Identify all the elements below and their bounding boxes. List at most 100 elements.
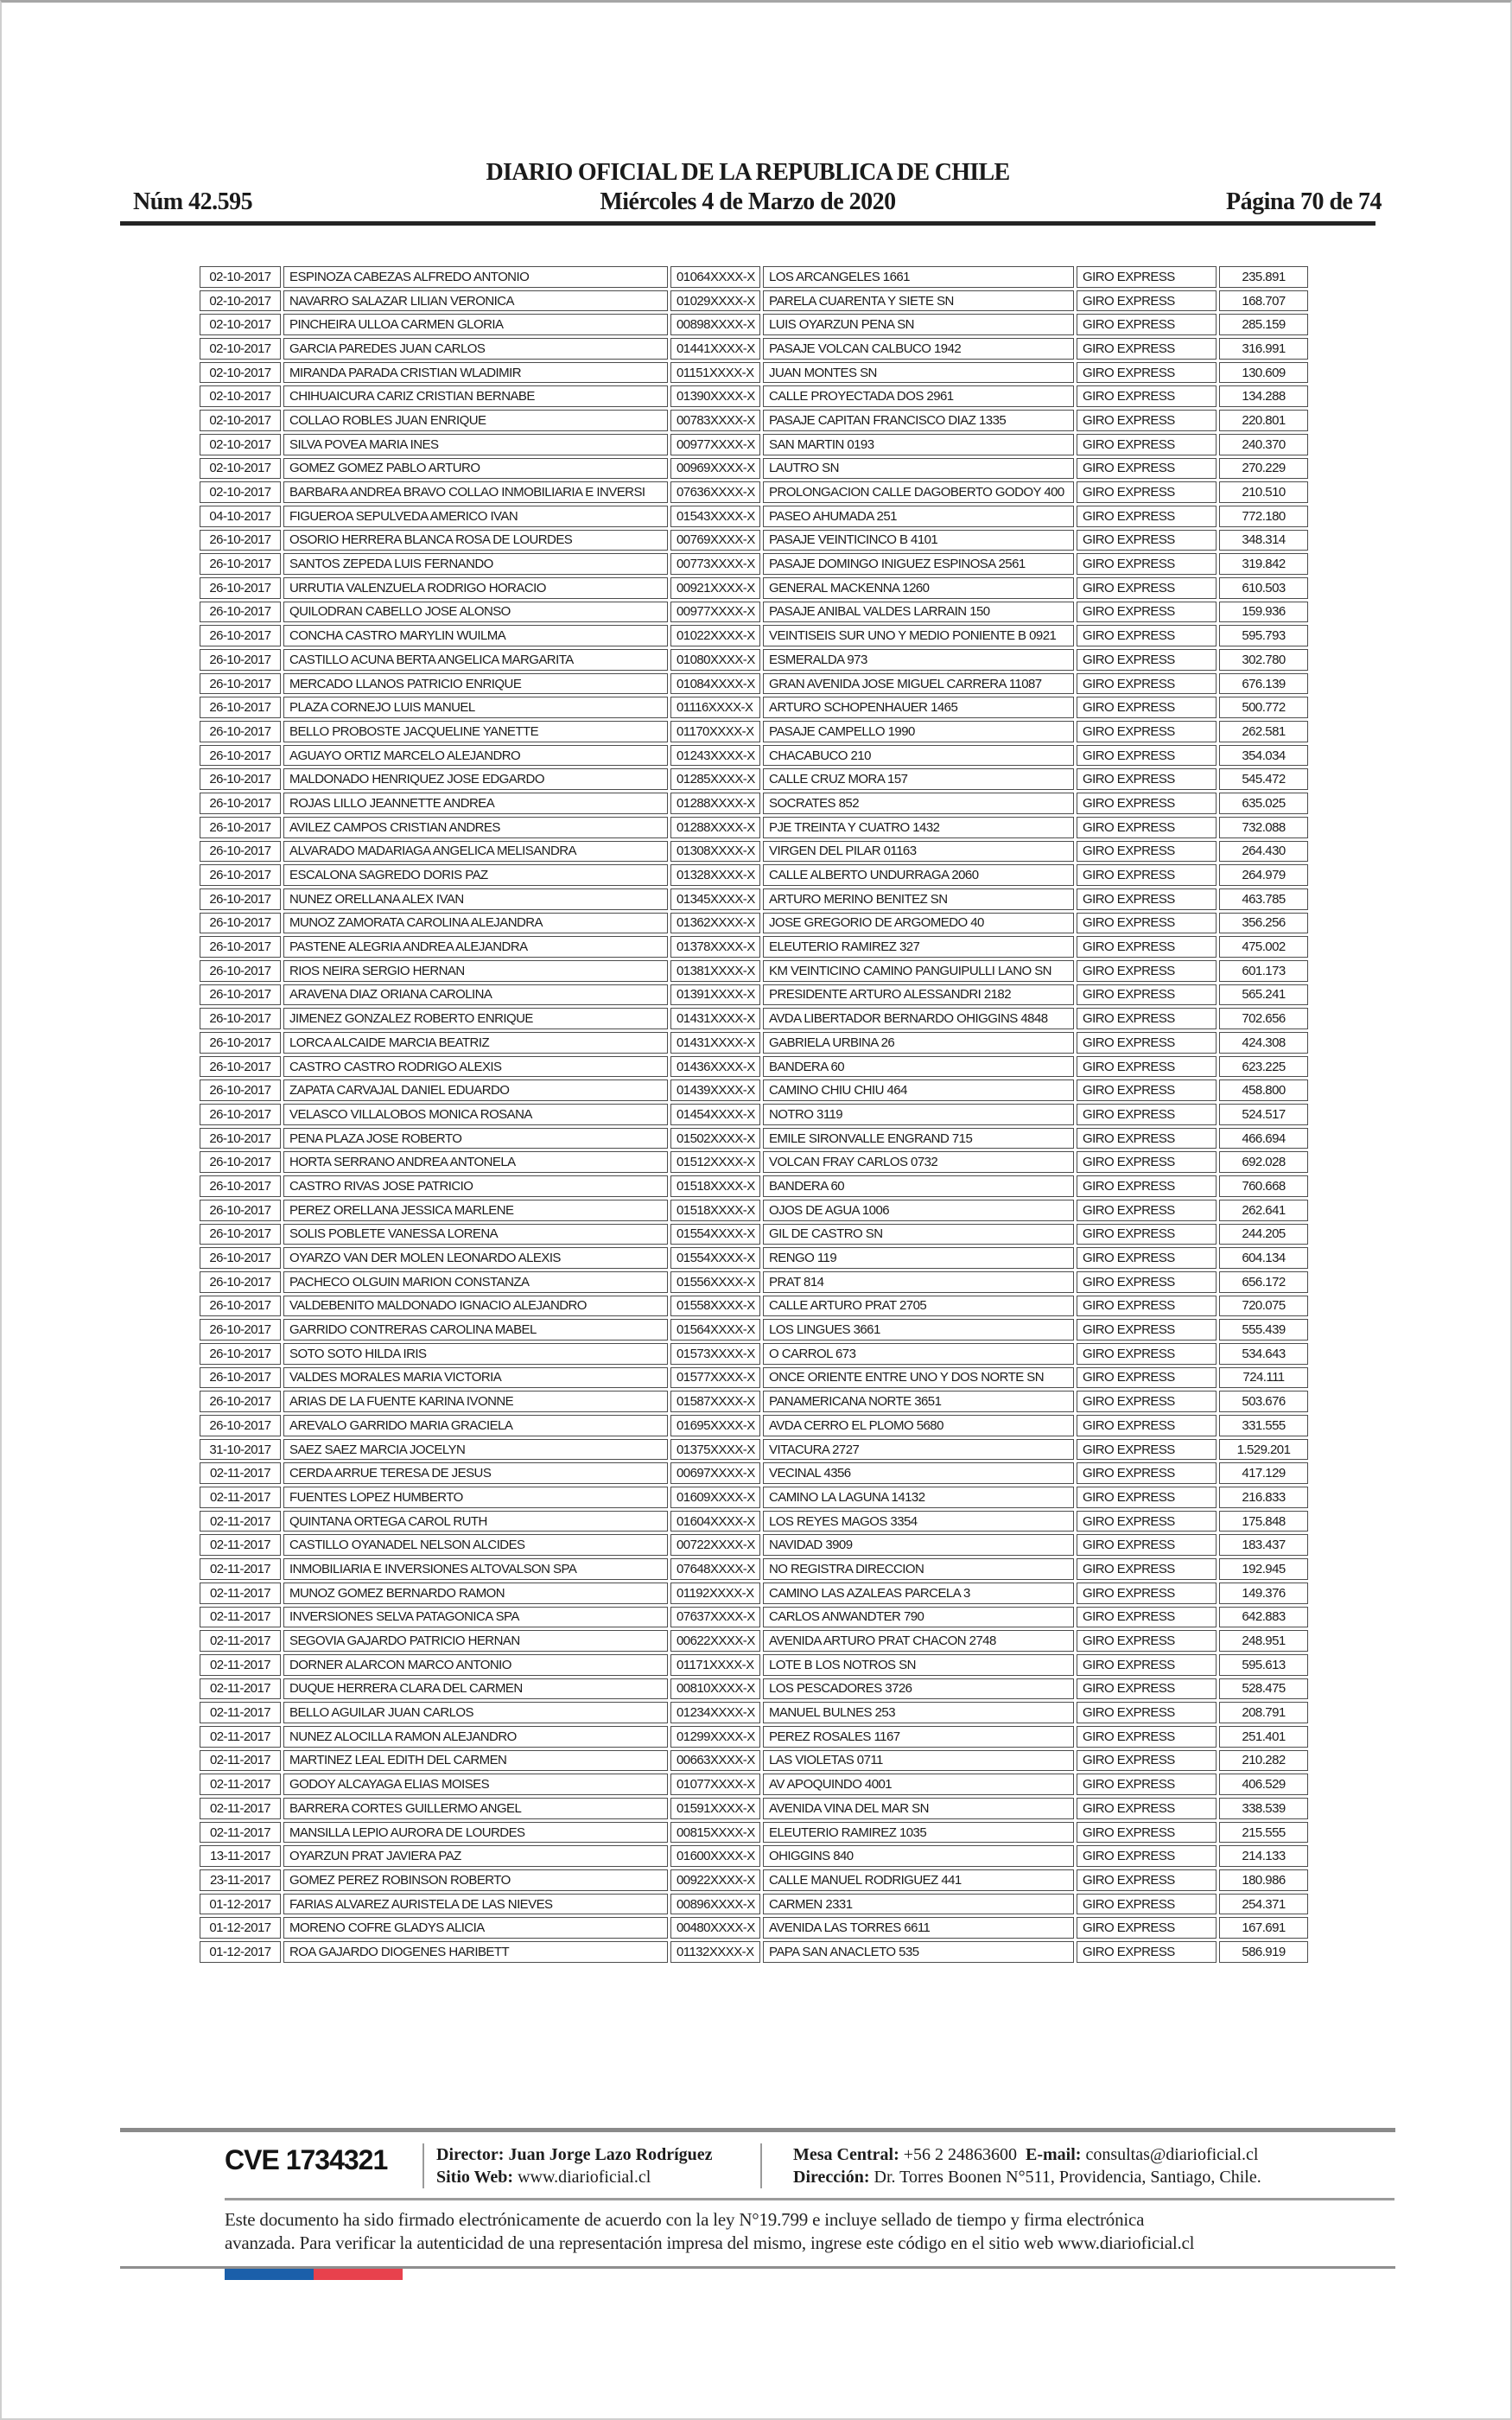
cell-name: BELLO AGUILAR JUAN CARLOS — [283, 1702, 668, 1723]
cell-name: QUILODRAN CABELLO JOSE ALONSO — [283, 601, 668, 623]
cell-date: 02-11-2017 — [200, 1582, 281, 1604]
cell-address: CALLE CRUZ MORA 157 — [763, 768, 1074, 791]
cell-id: 01084XXXX-X — [670, 672, 760, 695]
table-row: 02-10-2017 COLLAO ROBLES JUAN ENRIQUE 0078… — [200, 410, 1308, 431]
cell-id: 01573XXXX-X — [670, 1342, 760, 1365]
table-row: 02-10-2017 GOMEZ GOMEZ PABLO ARTURO 00969X… — [200, 457, 1308, 480]
cell-amount: 565.241 — [1219, 984, 1308, 1006]
cell-name: JIMENEZ GONZALEZ ROBERTO ENRIQUE — [283, 1008, 668, 1029]
cell-name: RIOS NEIRA SERGIO HERNAN — [283, 959, 668, 982]
cell-name: PACHECO OLGUIN MARION CONSTANZA — [283, 1270, 668, 1293]
table-row: 26-10-2017 MUNOZ ZAMORATA CAROLINA ALEJAN… — [200, 912, 1308, 934]
cell-id: 07648XXXX-X — [670, 1558, 760, 1580]
table-row: 02-11-2017 BARRERA CORTES GUILLERMO ANGEL… — [200, 1798, 1308, 1819]
cell-amount: 216.833 — [1219, 1487, 1308, 1508]
table-row: 26-10-2017 SANTOS ZEPEDA LUIS FERNANDO 007… — [200, 553, 1308, 575]
cell-date: 02-10-2017 — [200, 361, 281, 384]
footer-middle-divider — [225, 2198, 1394, 2200]
cell-name: CHIHUAICURA CARIZ CRISTIAN BERNABE — [283, 385, 668, 408]
table-row: 26-10-2017 PENA PLAZA JOSE ROBERTO 01502XX… — [200, 1127, 1308, 1150]
cell-date: 26-10-2017 — [200, 576, 281, 599]
cell-date: 23-11-2017 — [200, 1869, 281, 1891]
cell-amount: 240.370 — [1219, 433, 1308, 455]
table-row: 02-10-2017 BARBARA ANDREA BRAVO COLLAO IN… — [200, 481, 1308, 503]
cell-date: 26-10-2017 — [200, 816, 281, 838]
cell-service: GIRO EXPRESS — [1077, 649, 1217, 671]
cell-date: 26-10-2017 — [200, 888, 281, 910]
cell-id: 01192XXXX-X — [670, 1582, 760, 1604]
cell-service: GIRO EXPRESS — [1077, 888, 1217, 910]
cell-name: PEREZ ORELLANA JESSICA MARLENE — [283, 1199, 668, 1221]
cell-address: CALLE ALBERTO UNDURRAGA 2060 — [763, 864, 1074, 886]
table-row: 26-10-2017 ARIAS DE LA FUENTE KARINA IVON… — [200, 1391, 1308, 1412]
cell-service: GIRO EXPRESS — [1077, 1893, 1217, 1915]
cell-service: GIRO EXPRESS — [1077, 1391, 1217, 1412]
cell-amount: 1.529.201 — [1219, 1438, 1308, 1461]
cell-address: PRESIDENTE ARTURO ALESSANDRI 2182 — [763, 984, 1074, 1006]
table-row: 02-11-2017 MARTINEZ LEAL EDITH DEL CARMEN… — [200, 1749, 1308, 1772]
cell-date: 26-10-2017 — [200, 721, 281, 742]
cell-id: 00697XXXX-X — [670, 1462, 760, 1485]
cell-service: GIRO EXPRESS — [1077, 1127, 1217, 1150]
cell-name: URRUTIA VALENZUELA RODRIGO HORACIO — [283, 576, 668, 599]
table-row: 26-10-2017 CASTRO CASTRO RODRIGO ALEXIS 01… — [200, 1055, 1308, 1078]
cell-name: NUNEZ ORELLANA ALEX IVAN — [283, 888, 668, 910]
table-row: 01-12-2017 MORENO COFRE GLADYS ALICIA 0048… — [200, 1917, 1308, 1939]
table-row: 26-10-2017 HORTA SERRANO ANDREA ANTONELA 0… — [200, 1151, 1308, 1174]
cell-service: GIRO EXPRESS — [1077, 1869, 1217, 1891]
direccion-value: Dr. Torres Boonen N°511, Providencia, Sa… — [874, 2168, 1261, 2187]
cell-id: 01454XXXX-X — [670, 1104, 760, 1125]
cell-name: BELLO PROBOSTE JACQUELINE YANETTE — [283, 721, 668, 742]
table-row: 26-10-2017 MERCADO LLANOS PATRICIO ENRIQU… — [200, 672, 1308, 695]
cell-amount: 264.979 — [1219, 864, 1308, 886]
sitio-web-link[interactable]: www.diarioficial.cl — [518, 2168, 651, 2187]
cell-service: GIRO EXPRESS — [1077, 768, 1217, 791]
cell-address: GENERAL MACKENNA 1260 — [763, 576, 1074, 599]
table-row: 26-10-2017 CASTILLO ACUNA BERTA ANGELICA … — [200, 649, 1308, 671]
cell-date: 26-10-2017 — [200, 625, 281, 646]
cell-name: FIGUEROA SEPULVEDA AMERICO IVAN — [283, 505, 668, 527]
table-row: 26-10-2017 URRUTIA VALENZUELA RODRIGO HOR… — [200, 576, 1308, 599]
cell-date: 02-11-2017 — [200, 1749, 281, 1772]
table-row: 02-11-2017 SEGOVIA GAJARDO PATRICIO HERNA… — [200, 1630, 1308, 1652]
cell-amount: 270.229 — [1219, 457, 1308, 480]
cell-service: GIRO EXPRESS — [1077, 576, 1217, 599]
cell-address: CARLOS ANWANDTER 790 — [763, 1606, 1074, 1628]
cell-amount: 244.205 — [1219, 1223, 1308, 1245]
cell-service: GIRO EXPRESS — [1077, 481, 1217, 503]
cell-id: 01171XXXX-X — [670, 1653, 760, 1676]
cell-date: 02-11-2017 — [200, 1725, 281, 1748]
cell-date: 26-10-2017 — [200, 793, 281, 814]
email-address[interactable]: consultas@diarioficial.cl — [1085, 2145, 1259, 2164]
cell-address: PASAJE DOMINGO INIGUEZ ESPINOSA 2561 — [763, 553, 1074, 575]
cell-amount: 724.111 — [1219, 1366, 1308, 1389]
cell-address: AVDA LIBERTADOR BERNARDO OHIGGINS 4848 — [763, 1008, 1074, 1029]
cell-amount: 167.691 — [1219, 1917, 1308, 1939]
cell-name: PINCHEIRA ULLOA CARMEN GLORIA — [283, 314, 668, 336]
cell-id: 01600XXXX-X — [670, 1845, 760, 1868]
cell-id: 01151XXXX-X — [670, 361, 760, 384]
cell-address: PASEO AHUMADA 251 — [763, 505, 1074, 527]
cell-name: VELASCO VILLALOBOS MONICA ROSANA — [283, 1104, 668, 1125]
cell-id: 07637XXXX-X — [670, 1606, 760, 1628]
cell-address: VECINAL 4356 — [763, 1462, 1074, 1485]
cell-amount: 772.180 — [1219, 505, 1308, 527]
cell-date: 26-10-2017 — [200, 1247, 281, 1269]
cell-address: RENGO 119 — [763, 1247, 1074, 1269]
cell-address: CARMEN 2331 — [763, 1893, 1074, 1915]
cell-date: 26-10-2017 — [200, 1079, 281, 1102]
cell-service: GIRO EXPRESS — [1077, 721, 1217, 742]
cell-id: 01299XXXX-X — [670, 1725, 760, 1748]
cell-address: AVDA CERRO EL PLOMO 5680 — [763, 1415, 1074, 1436]
table-row: 02-11-2017 INMOBILIARIA E INVERSIONES ALT… — [200, 1558, 1308, 1580]
cell-date: 26-10-2017 — [200, 529, 281, 551]
table-row: 02-11-2017 INVERSIONES SELVA PATAGONICA S… — [200, 1606, 1308, 1628]
cell-id: 01132XXXX-X — [670, 1941, 760, 1963]
cell-service: GIRO EXPRESS — [1077, 553, 1217, 575]
cell-address: BANDERA 60 — [763, 1055, 1074, 1078]
sitio-web-line: Sitio Web: www.diarioficial.cl — [436, 2166, 713, 2188]
cell-service: GIRO EXPRESS — [1077, 744, 1217, 767]
cell-name: GOMEZ PEREZ ROBINSON ROBERTO — [283, 1869, 668, 1891]
cell-date: 26-10-2017 — [200, 672, 281, 695]
mesa-central-label: Mesa Central: — [793, 2145, 899, 2164]
